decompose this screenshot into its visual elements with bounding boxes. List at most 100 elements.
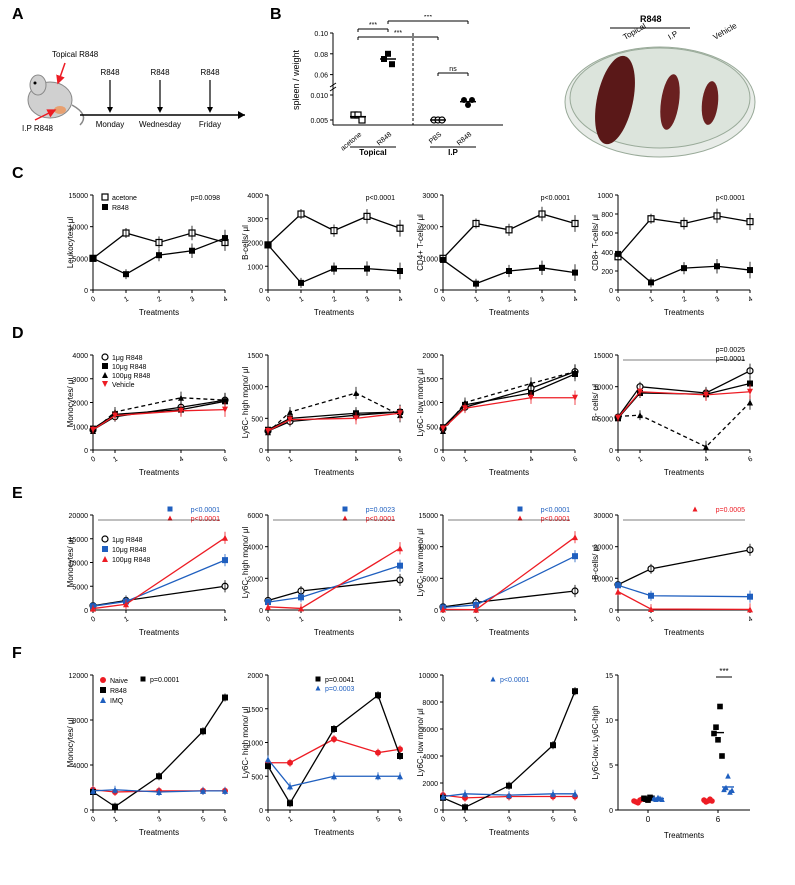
svg-text:Treatments: Treatments [489,628,529,637]
svg-text:5: 5 [550,816,557,824]
svg-text:Topical: Topical [359,148,386,157]
svg-text:0: 0 [84,288,88,295]
svg-text:4: 4 [572,616,579,624]
svg-text:500: 500 [251,774,263,781]
svg-text:0: 0 [440,456,447,464]
panel-E: 05000100001500020000Monocytes/ μl014Trea… [25,500,785,645]
svg-text:B-cells/ μl: B-cells/ μl [241,225,250,260]
svg-text:4: 4 [222,296,229,304]
svg-text:p=0.0001: p=0.0001 [150,677,179,684]
svg-text:p=0.0005: p=0.0005 [716,507,745,514]
panel-D: 01000200030004000Monocytes/ μl0146Treatm… [25,340,785,485]
svg-text:100μg R848: 100μg R848 [112,373,150,380]
svg-text:Treatments: Treatments [139,628,179,637]
svg-text:10000: 10000 [419,673,439,680]
svg-text:4: 4 [703,456,710,464]
svg-text:Leukocytes/ μl: Leukocytes/ μl [66,217,75,269]
svg-text:4: 4 [528,456,535,464]
svg-text:p=0.0001: p=0.0001 [716,356,745,363]
svg-text:0: 0 [434,448,438,455]
svg-text:p=0.0003: p=0.0003 [325,686,354,693]
svg-text:Ly6C- low mono/ μl: Ly6C- low mono/ μl [416,708,425,777]
svg-text:0: 0 [609,288,613,295]
svg-text:800: 800 [601,212,613,219]
panel-A-svg: Topical R848 I.P R848 R848MondayR848Wedn… [20,25,260,155]
svg-text:CD8+ T-cells/ μl: CD8+ T-cells/ μl [591,214,600,271]
svg-text:I.P: I.P [448,148,458,157]
panel-A: Topical R848 I.P R848 R848MondayR848Wedn… [20,25,260,155]
svg-text:0: 0 [84,808,88,815]
svg-text:1: 1 [112,816,119,824]
svg-text:Treatments: Treatments [314,628,354,637]
svg-text:1: 1 [287,456,294,464]
svg-text:3: 3 [331,816,338,824]
svg-text:5: 5 [200,816,207,824]
svg-text:1: 1 [637,456,644,464]
svg-text:Ly6C- high mono/ μl: Ly6C- high mono/ μl [241,527,250,599]
svg-text:15000: 15000 [419,513,439,520]
ip-label: I.P R848 [22,124,54,133]
svg-text:0: 0 [440,816,447,824]
svg-text:Monocytes/ μl: Monocytes/ μl [66,378,75,428]
svg-text:0: 0 [84,608,88,615]
svg-text:4: 4 [353,456,360,464]
label-D: D [12,325,24,343]
svg-text:4: 4 [178,456,185,464]
svg-text:0: 0 [265,816,272,824]
svg-text:0: 0 [609,448,613,455]
svg-text:***: *** [394,30,402,37]
svg-text:2: 2 [681,296,688,304]
svg-text:Naive: Naive [110,678,128,685]
svg-text:R848: R848 [200,68,220,77]
svg-text:1: 1 [123,296,130,304]
svg-text:0: 0 [440,616,447,624]
svg-text:acetone: acetone [112,195,137,202]
svg-text:0: 0 [259,448,263,455]
svg-text:3: 3 [506,816,513,824]
svg-text:500: 500 [426,424,438,431]
panel-C: 050001000015000Leukocytes/ μl01234Treatm… [25,180,785,325]
svg-text:Treatments: Treatments [664,628,704,637]
svg-text:5: 5 [609,763,613,770]
svg-text:1000: 1000 [247,264,263,271]
svg-text:R848: R848 [112,205,129,212]
svg-text:B-cells/ μl: B-cells/ μl [591,545,600,580]
svg-text:p=0.0023: p=0.0023 [366,507,395,514]
svg-text:2000: 2000 [422,781,438,788]
svg-text:0: 0 [646,815,651,824]
svg-text:0: 0 [90,616,97,624]
svg-text:6: 6 [716,815,721,824]
svg-text:100μg R848: 100μg R848 [112,557,150,564]
svg-text:0: 0 [265,616,272,624]
svg-text:6: 6 [747,456,754,464]
label-E: E [12,485,23,503]
svg-text:12000: 12000 [69,673,89,680]
svg-text:1: 1 [473,296,480,304]
svg-text:Treatments: Treatments [664,831,704,840]
svg-text:0: 0 [615,296,622,304]
svg-text:4: 4 [572,296,579,304]
svg-text:***: *** [424,15,432,21]
svg-text:Ly6C- low mono/ μl: Ly6C- low mono/ μl [416,528,425,597]
svg-text:200: 200 [601,269,613,276]
svg-text:0: 0 [615,616,622,624]
svg-text:4: 4 [747,296,754,304]
svg-text:400: 400 [601,250,613,257]
svg-text:Monday: Monday [96,120,124,129]
svg-text:6000: 6000 [247,513,263,520]
svg-text:0: 0 [259,288,263,295]
svg-text:1: 1 [298,616,305,624]
svg-text:2: 2 [331,296,338,304]
svg-text:p<0.0001: p<0.0001 [191,516,220,523]
svg-text:10μg R848: 10μg R848 [112,547,146,554]
svg-text:1: 1 [648,296,655,304]
svg-text:1μg R848: 1μg R848 [112,537,143,544]
svg-text:0: 0 [90,296,97,304]
svg-text:4: 4 [747,616,754,624]
svg-text:1: 1 [462,816,469,824]
svg-text:0: 0 [90,456,97,464]
svg-text:1: 1 [123,616,130,624]
svg-text:Treatments: Treatments [489,468,529,477]
svg-text:Treatments: Treatments [314,308,354,317]
svg-text:CD4+ T-cells/ μl: CD4+ T-cells/ μl [416,214,425,271]
